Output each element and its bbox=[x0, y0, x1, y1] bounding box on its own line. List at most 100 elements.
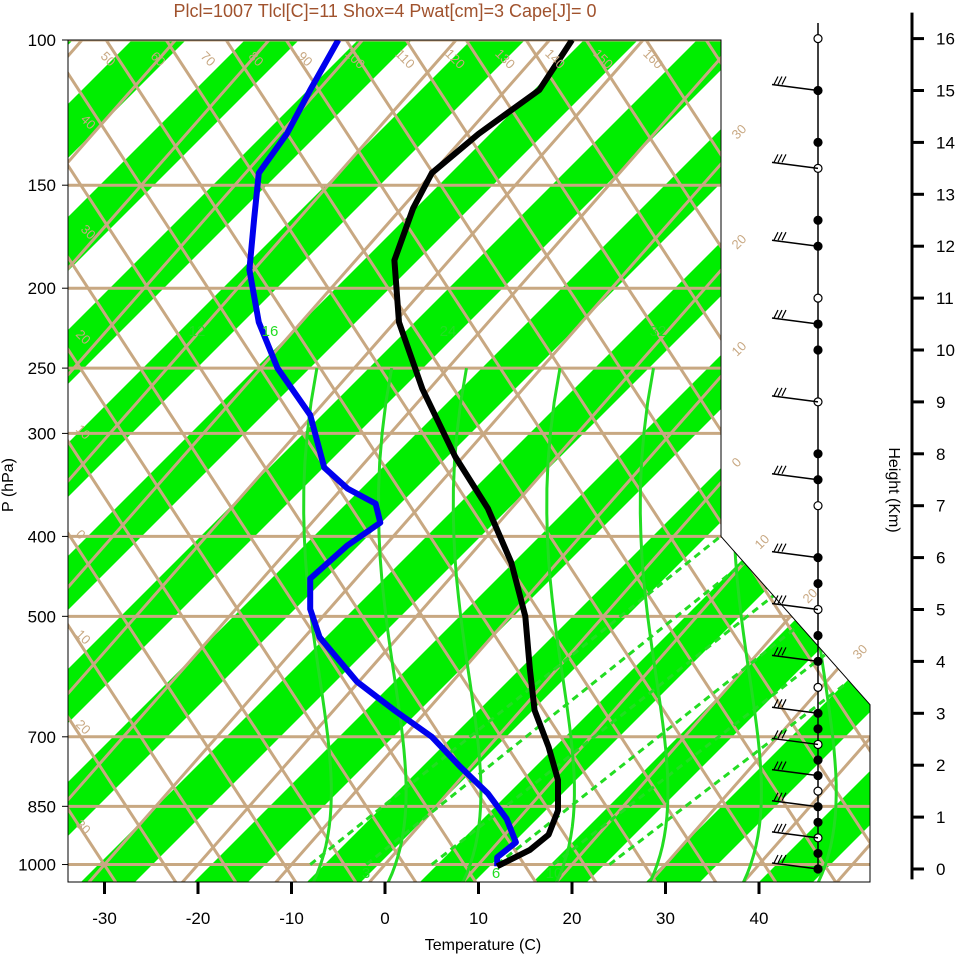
wind-barb-flag bbox=[781, 761, 787, 770]
height-tick-label: 5 bbox=[936, 601, 945, 620]
dry-adiabat-line bbox=[558, 40, 870, 882]
wind-barb-flag bbox=[773, 231, 779, 241]
x-tick-label: -20 bbox=[186, 909, 211, 928]
wind-barb-flag bbox=[773, 387, 779, 397]
x-tick-label: -30 bbox=[92, 909, 117, 928]
wind-barb-flag bbox=[777, 647, 783, 656]
mixing-ratio-label: 24 bbox=[440, 323, 457, 340]
height-tick-label: 8 bbox=[936, 445, 945, 464]
height-tick-label: 11 bbox=[936, 289, 954, 308]
wind-barb-flag bbox=[781, 387, 787, 397]
x-tick-label: -10 bbox=[279, 909, 304, 928]
dry-adiabat-line bbox=[78, 40, 702, 882]
moist-adiabat-line bbox=[638, 367, 670, 882]
wind-barb-flag bbox=[777, 154, 783, 163]
wind-station-dot bbox=[813, 449, 823, 459]
wind-barb-flag bbox=[773, 76, 779, 85]
wind-barb-flag bbox=[777, 309, 783, 319]
wind-barb-flag bbox=[781, 543, 787, 552]
wind-barb-flag bbox=[777, 823, 783, 833]
wind-barb-flag bbox=[781, 154, 787, 163]
pressure-axis: 100 150 200 250 300 400 500 700 850 1000 bbox=[18, 31, 68, 875]
wind-station-dot bbox=[813, 817, 823, 827]
height-tick-label: 16 bbox=[936, 30, 955, 49]
wind-station-dot bbox=[813, 848, 823, 859]
isotherm-label: 30 bbox=[729, 121, 750, 142]
wind-barb-flag bbox=[773, 854, 779, 864]
y-tick-label: 300 bbox=[28, 424, 56, 443]
x-tick-label: 30 bbox=[656, 909, 675, 928]
moist-adiabat-line bbox=[545, 367, 576, 882]
height-tick-label: 1 bbox=[936, 808, 945, 827]
dry-adiabat-line bbox=[378, 40, 870, 882]
wind-barb-flag bbox=[781, 854, 787, 864]
wind-barb-flag bbox=[773, 647, 779, 656]
wind-barb-flag bbox=[773, 595, 779, 604]
dry-adiabat-line bbox=[68, 40, 222, 882]
dry-adiabat-line bbox=[138, 40, 762, 882]
y-tick-label: 400 bbox=[28, 527, 56, 546]
wind-barb-flag bbox=[773, 543, 779, 552]
y-tick-label: 850 bbox=[28, 797, 56, 816]
height-tick-label: 13 bbox=[936, 185, 955, 204]
isotherm-label: 20 bbox=[729, 231, 750, 252]
temperature-axis: -30 -20 -10 0 10 20 30 40 bbox=[92, 882, 768, 928]
wind-barb-flag bbox=[773, 761, 779, 770]
wind-station-dot bbox=[813, 682, 823, 692]
height-axis-label: Height (Km) bbox=[885, 447, 902, 532]
x-tick-label: 10 bbox=[469, 909, 488, 928]
adiabat-band bbox=[68, 40, 821, 882]
isotherm-label: 30 bbox=[850, 641, 871, 662]
isotherm-line bbox=[68, 40, 271, 882]
y-tick-label: 250 bbox=[28, 359, 56, 378]
wind-barb-flag bbox=[781, 231, 787, 241]
wind-station-dot bbox=[813, 215, 823, 225]
wind-station-dot bbox=[813, 33, 823, 44]
wind-barb bbox=[771, 799, 819, 808]
isotherm-label: 10 bbox=[729, 338, 750, 359]
dry-adiabat-line bbox=[68, 40, 462, 882]
height-tick-label: 6 bbox=[936, 549, 945, 568]
wind-barb bbox=[771, 395, 819, 403]
x-tick-label: 0 bbox=[380, 909, 389, 928]
wind-barb bbox=[771, 862, 819, 870]
wind-barb bbox=[771, 602, 819, 611]
wind-barb bbox=[771, 768, 819, 777]
wind-barb-flag bbox=[781, 465, 787, 475]
isotherm-line bbox=[73, 40, 832, 882]
height-tick-label: 0 bbox=[936, 860, 945, 879]
wind-barb-flag bbox=[777, 854, 783, 864]
wind-barb bbox=[771, 473, 819, 481]
wind-barb-flag bbox=[777, 231, 783, 241]
wind-barb bbox=[771, 83, 819, 92]
y-tick-label: 200 bbox=[28, 279, 56, 298]
chart-title: Plcl=1007 Tlcl[C]=11 Shox=4 Pwat[cm]=3 C… bbox=[173, 1, 596, 21]
plot-border bbox=[67, 39, 871, 883]
mixing-ratio-label: 12 bbox=[189, 323, 206, 340]
moist-adiabat-line bbox=[732, 433, 763, 882]
wind-barb-flag bbox=[781, 309, 787, 319]
wind-barb-flag bbox=[781, 823, 787, 833]
mixing-ratio-line bbox=[552, 592, 870, 866]
wind-barb-flag bbox=[781, 595, 787, 604]
dry-adiabat-line bbox=[258, 40, 870, 882]
adiabat-band bbox=[345, 40, 870, 882]
height-tick-label: 10 bbox=[936, 341, 955, 360]
mixing-ratio-label: 6 bbox=[492, 865, 500, 882]
wind-barb-flag bbox=[777, 595, 783, 604]
dry-adiabat-line bbox=[68, 40, 582, 882]
wind-barb-flag bbox=[777, 761, 783, 770]
wind-barb bbox=[771, 239, 819, 247]
mixing-ratio-line bbox=[365, 535, 778, 866]
wind-barb-flag bbox=[781, 699, 787, 708]
wind-station-dot bbox=[813, 137, 823, 147]
adiabat-band bbox=[68, 40, 482, 882]
isotherm-label: 20 bbox=[800, 585, 821, 606]
dewpoint-profile bbox=[246, 40, 519, 867]
moist-adiabat-line bbox=[302, 367, 333, 882]
adiabat-band bbox=[458, 40, 870, 882]
sounding-profiles bbox=[246, 40, 575, 869]
dry-adiabat-line bbox=[68, 40, 402, 882]
wind-barb bbox=[771, 706, 819, 715]
